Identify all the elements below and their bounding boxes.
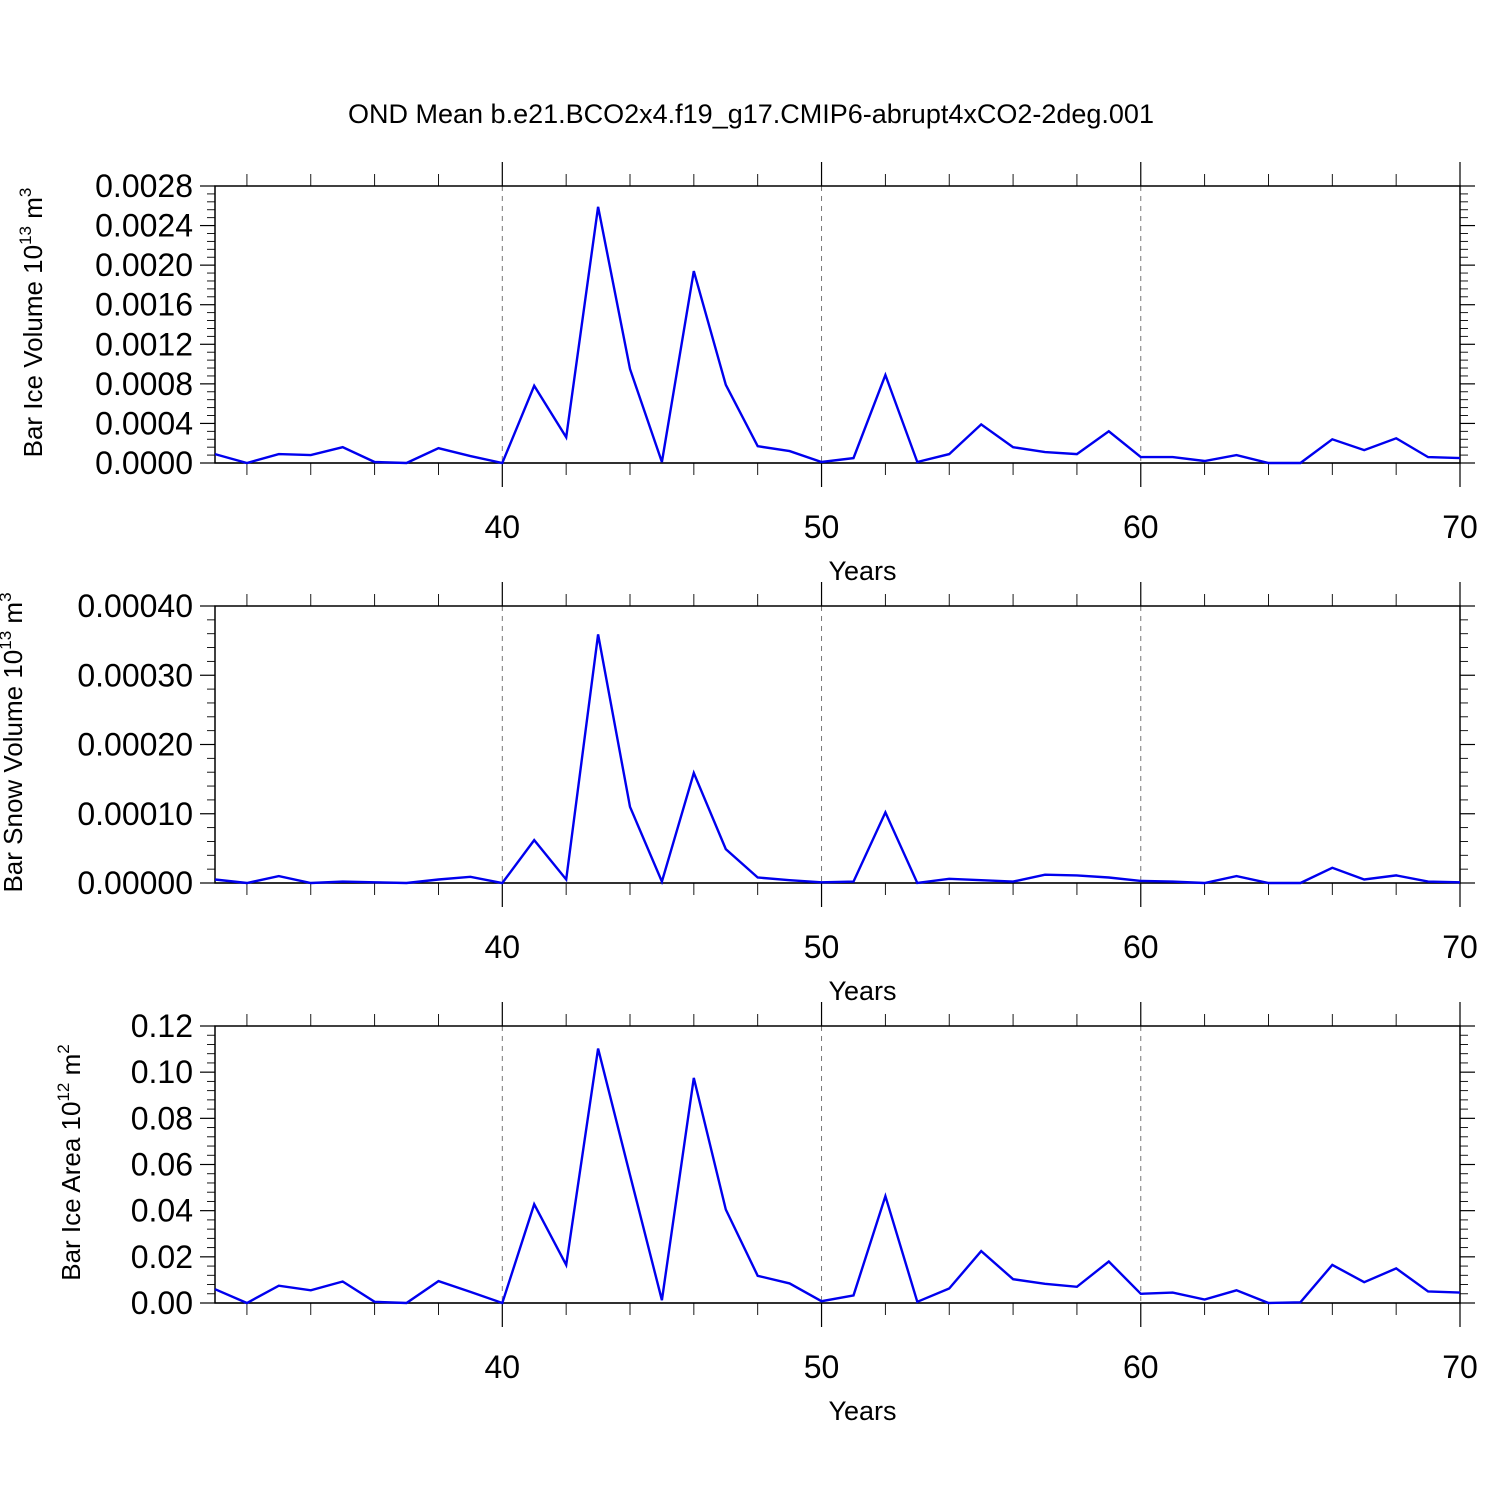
x-tick-label: 60 (1123, 929, 1159, 965)
y-tick-label: 0.00030 (77, 657, 193, 693)
y-axis-label: Bar Ice Volume 1013 m3 (16, 188, 48, 458)
y-axis-label: Bar Snow Volume 1013 m3 (0, 592, 28, 892)
y-tick-label: 0.02 (131, 1239, 193, 1275)
y-tick-label: 0.0028 (95, 168, 193, 204)
x-axis-label: Years (828, 1396, 896, 1426)
y-tick-label: 0.0004 (95, 405, 193, 441)
x-tick-label: 50 (804, 929, 840, 965)
y-tick-label: 0.12 (131, 1008, 193, 1044)
y-tick-label: 0.00020 (77, 727, 193, 763)
y-tick-label: 0.00 (131, 1285, 193, 1321)
y-tick-label: 0.0016 (95, 287, 193, 323)
x-tick-label: 40 (485, 929, 521, 965)
y-tick-label: 0.0008 (95, 366, 193, 402)
x-tick-label: 70 (1442, 929, 1478, 965)
y-tick-label: 0.06 (131, 1147, 193, 1183)
plot-frame (214, 185, 1461, 464)
plot-frame (214, 1025, 1461, 1304)
y-tick-label: 0.08 (131, 1100, 193, 1136)
panel-3: 40 50 60 70 0.00 0.02 0.04 0.06 0.08 0.10 0.12 Year… (54, 1002, 1478, 1426)
x-tick-label: 40 (485, 509, 521, 545)
y-tick-label: 0.0020 (95, 247, 193, 283)
x-tick-label: 60 (1123, 509, 1159, 545)
x-axis-label: Years (828, 556, 896, 586)
y-tick-label: 0.00000 (77, 865, 193, 901)
series-line (214, 634, 1461, 886)
y-tick-label: 0.0012 (95, 326, 193, 362)
y-tick-label: 0.0000 (95, 445, 193, 481)
series-line (214, 206, 1461, 465)
y-tick-label: 0.00010 (77, 796, 193, 832)
series-line (214, 1048, 1461, 1305)
chart-title: OND Mean b.e21.BCO2x4.f19_g17.CMIP6-abru… (348, 99, 1154, 129)
x-tick-label: 50 (804, 509, 840, 545)
y-axis-label: Bar Ice Area 1012 m2 (54, 1044, 86, 1281)
x-tick-label: 70 (1442, 1349, 1478, 1385)
plot-frame (214, 605, 1461, 884)
y-tick-label: 0.0024 (95, 208, 193, 244)
x-axis-label: Years (828, 976, 896, 1006)
y-tick-label: 0.04 (131, 1193, 193, 1229)
x-tick-label: 40 (485, 1349, 521, 1385)
x-tick-label: 70 (1442, 509, 1478, 545)
y-tick-label: 0.10 (131, 1054, 193, 1090)
panel-2: 40 50 60 70 0.00000 0.00010 0.00020 0.00030 0.00… (0, 582, 1478, 1006)
y-tick-label: 0.00040 (77, 588, 193, 624)
x-tick-label: 50 (804, 1349, 840, 1385)
x-tick-label: 60 (1123, 1349, 1159, 1385)
